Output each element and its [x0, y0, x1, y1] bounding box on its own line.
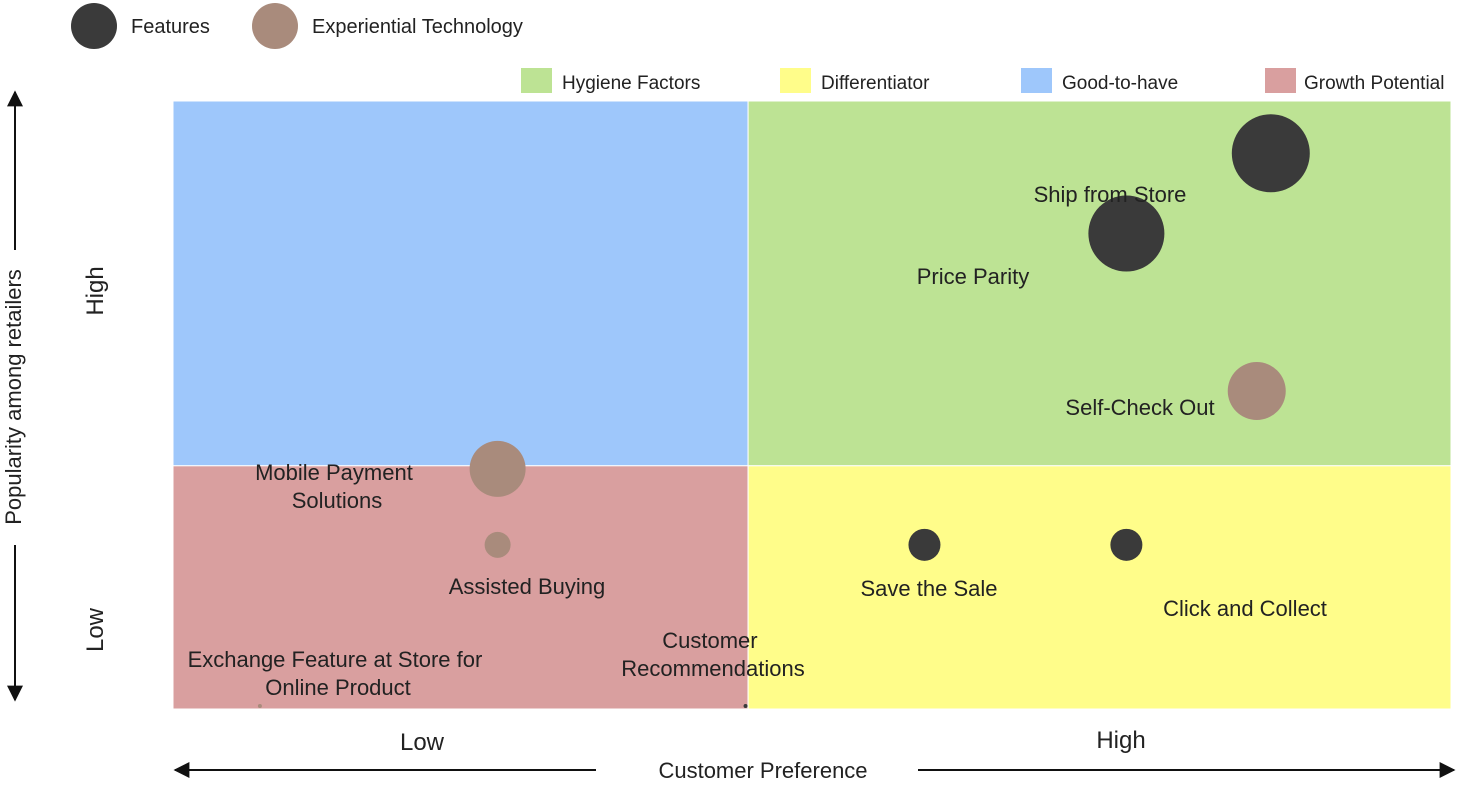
- bubble-save-the-sale: [908, 528, 941, 561]
- legend-swatch-hygiene-factors: [521, 68, 552, 93]
- y-axis: Popularity among retailers High Low: [1, 90, 109, 702]
- label-mobile-payment-solutions: Mobile Payment Solutions: [255, 460, 419, 513]
- legend-swatch-features: [71, 3, 117, 49]
- legend-label-differentiator: Differentiator: [821, 73, 930, 94]
- x-axis-label: Customer Preference: [658, 758, 867, 783]
- quadrant-backgrounds: [172, 100, 1452, 710]
- bubble-click-and-collect: [1110, 528, 1143, 561]
- legend-swatch-good-to-have: [1021, 68, 1052, 93]
- label-click-and-collect: Click and Collect: [1163, 596, 1327, 621]
- series-legend: Features Experiential Technology: [71, 3, 523, 49]
- label-price-parity: Price Parity: [917, 264, 1029, 289]
- y-tick-label-high: High: [82, 266, 109, 315]
- bubble-marks: [257, 114, 1310, 708]
- legend-label-experiential-technology: Experiential Technology: [312, 16, 523, 38]
- bubble-assisted-buying: [484, 531, 511, 558]
- quadrant-differentiator: [747, 465, 1452, 710]
- y-tick-label-low: Low: [82, 607, 109, 652]
- point-labels: Ship from Store Price Parity Save the Sa…: [188, 182, 1327, 700]
- label-customer-recommendations: Customer Recommendations: [621, 628, 804, 681]
- bubble-price-parity: [1088, 195, 1165, 272]
- label-save-the-sale: Save the Sale: [861, 576, 998, 601]
- label-self-check-out: Self-Check Out: [1065, 395, 1214, 420]
- x-axis: Customer Preference Low High: [173, 727, 1456, 783]
- bubble-exchange-feature-at-store-for-online-product: [257, 703, 262, 708]
- quadrant-legend: Hygiene Factors Differentiator Good-to-h…: [521, 68, 1444, 94]
- quadrant-hygiene-factors: [747, 100, 1452, 467]
- legend-label-features: Features: [131, 16, 210, 38]
- legend-swatch-experiential-technology: [252, 3, 298, 49]
- y-axis-label: Popularity among retailers: [1, 269, 26, 525]
- legend-label-good-to-have: Good-to-have: [1062, 73, 1178, 94]
- legend-swatch-growth-potential: [1265, 68, 1296, 93]
- legend-swatch-differentiator: [780, 68, 811, 93]
- label-ship-from-store: Ship from Store: [1034, 182, 1187, 207]
- bubble-mobile-payment-solutions: [469, 440, 526, 497]
- label-assisted-buying: Assisted Buying: [449, 574, 606, 599]
- label-exchange-feature: Exchange Feature at Store for Online Pro…: [188, 647, 489, 700]
- x-tick-label-high: High: [1096, 727, 1145, 754]
- quadrant-growth-potential: [172, 465, 749, 710]
- bubble-self-check-out: [1227, 362, 1286, 421]
- bubble-ship-from-store: [1231, 114, 1310, 193]
- quadrant-good-to-have: [172, 100, 749, 467]
- legend-label-growth-potential: Growth Potential: [1304, 73, 1444, 94]
- x-tick-label-low: Low: [400, 729, 445, 756]
- legend-label-hygiene-factors: Hygiene Factors: [562, 73, 700, 94]
- bubble-customer-recommendations: [743, 703, 748, 708]
